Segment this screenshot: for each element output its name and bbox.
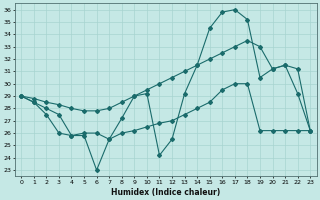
X-axis label: Humidex (Indice chaleur): Humidex (Indice chaleur) — [111, 188, 220, 197]
